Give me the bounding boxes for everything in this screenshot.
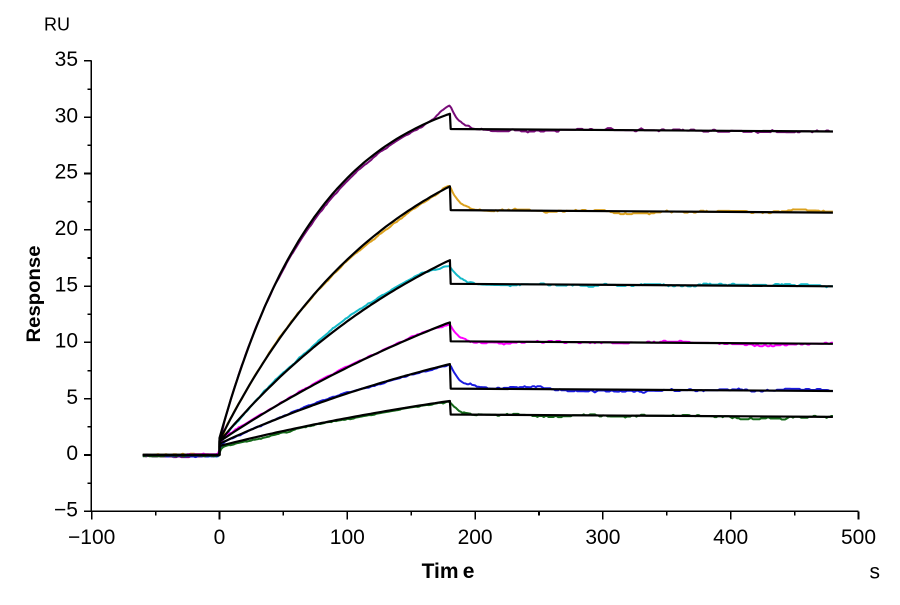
svg-text:200: 200 xyxy=(458,526,493,549)
svg-text:20: 20 xyxy=(55,217,78,240)
svg-text:300: 300 xyxy=(585,526,620,549)
svg-text:100: 100 xyxy=(330,526,365,549)
svg-text:35: 35 xyxy=(55,48,78,71)
svg-text:5: 5 xyxy=(66,386,78,409)
svg-text:10: 10 xyxy=(55,330,78,353)
svg-text:Tim e: Tim e xyxy=(422,560,475,583)
svg-text:500: 500 xyxy=(841,526,876,549)
svg-text:−5: −5 xyxy=(54,499,78,522)
svg-text:−100: −100 xyxy=(68,526,115,549)
svg-text:0: 0 xyxy=(66,442,78,465)
svg-text:Response: Response xyxy=(23,245,45,342)
svg-text:s: s xyxy=(870,561,881,584)
svg-text:RU: RU xyxy=(44,15,70,35)
svg-text:30: 30 xyxy=(55,104,78,127)
svg-text:25: 25 xyxy=(55,161,78,184)
svg-text:0: 0 xyxy=(214,526,226,549)
svg-text:15: 15 xyxy=(55,273,78,296)
svg-text:400: 400 xyxy=(713,526,748,549)
